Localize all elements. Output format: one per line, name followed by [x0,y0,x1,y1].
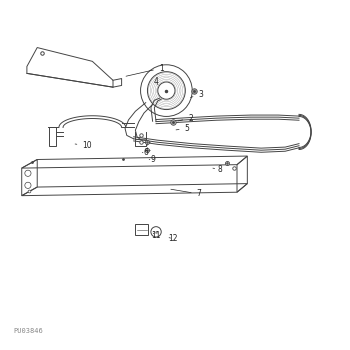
Text: PU03846: PU03846 [13,328,43,335]
Text: 4: 4 [154,77,159,86]
Text: 1: 1 [126,64,163,76]
Text: 5: 5 [176,124,189,133]
Text: 6: 6 [142,148,148,157]
Text: 7: 7 [171,189,202,198]
Text: 12: 12 [169,234,178,243]
Text: 2: 2 [178,114,193,122]
Text: 3: 3 [190,90,203,99]
Text: 11: 11 [151,231,161,240]
Text: 8: 8 [213,165,222,174]
Text: 10: 10 [75,141,92,150]
Text: 9: 9 [149,155,155,164]
